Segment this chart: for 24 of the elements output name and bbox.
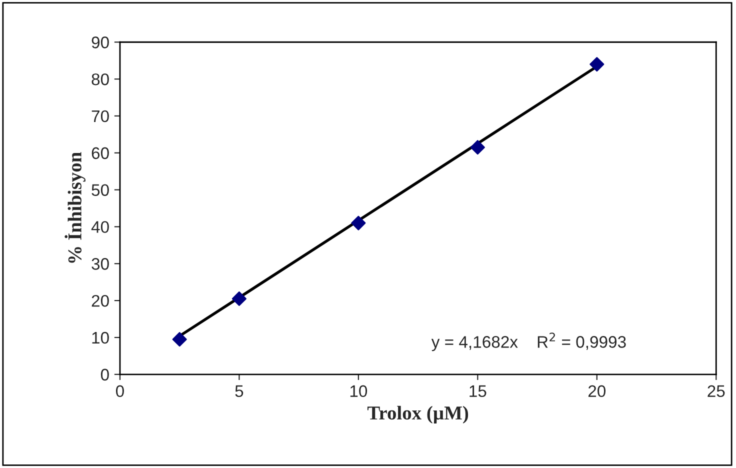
annotation: y = 4,1682x R$^{2}$ = 0,9993 [431,332,626,352]
y-tick-label: 70 [92,110,109,122]
point [590,56,604,72]
point [351,216,366,230]
y-tick-label: 0 [100,368,109,381]
y-tick-label: 20 [92,294,109,307]
x-tick-label: 5 [235,385,244,398]
y-tick-label: 40 [91,221,109,233]
y-tick-label: 60 [92,147,109,160]
point [172,332,187,347]
y-axis-title: % İnhibisyon [64,152,86,263]
point [470,140,485,155]
x-tick-label: 0 [116,385,124,398]
x-tick-label: 10 [350,385,368,398]
y-tick-label: 90 [92,36,109,48]
y-tick-label: 10 [92,332,109,344]
x-tick-label: 15 [470,385,486,398]
y-tick-label: 80 [92,73,109,86]
point [232,291,246,306]
x-tick-label: 20 [588,385,606,398]
x-tick-label: 25 [708,385,725,398]
y-tick-label: 50 [92,184,109,196]
x-axis-title: Trolox (µM) [367,406,468,424]
y-tick-label: 30 [92,258,109,270]
